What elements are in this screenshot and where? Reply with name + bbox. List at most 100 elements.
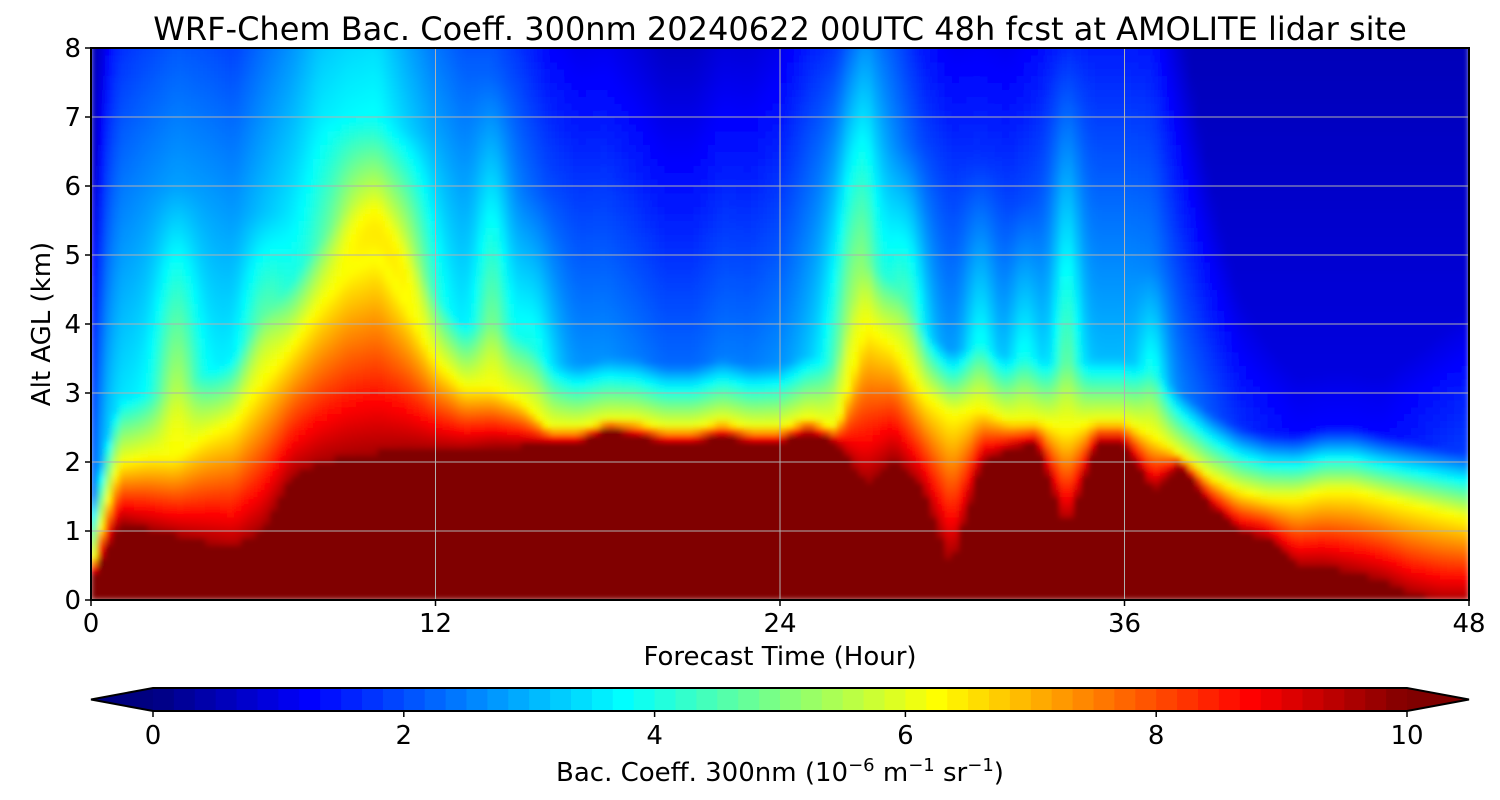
- heatmap-cell: [255, 406, 264, 415]
- heatmap-cell: [277, 530, 286, 539]
- heatmap-cell: [234, 496, 243, 504]
- heatmap-cell: [320, 378, 329, 387]
- heatmap-cell: [463, 206, 472, 215]
- heatmap-cell: [312, 399, 322, 408]
- heatmap-cell: [492, 475, 501, 484]
- heatmap-cell: [506, 364, 515, 373]
- heatmap-cell: [528, 226, 537, 235]
- heatmap-cell: [133, 447, 142, 456]
- heatmap-cell: [277, 116, 286, 125]
- heatmap-cell: [234, 420, 243, 428]
- heatmap-cell: [198, 226, 207, 235]
- heatmap-cell: [133, 399, 142, 408]
- heatmap-cell: [463, 88, 472, 97]
- heatmap-cell: [320, 530, 329, 539]
- heatmap-cell: [126, 378, 135, 387]
- heatmap-cell: [420, 137, 429, 146]
- heatmap-cell: [399, 309, 408, 318]
- heatmap-cell: [506, 151, 515, 159]
- heatmap-cell: [363, 116, 372, 125]
- heatmap-cell: [320, 433, 329, 442]
- heatmap-cell: [183, 123, 192, 132]
- heatmap-cell: [427, 54, 436, 63]
- heatmap-cell: [384, 440, 393, 449]
- heatmap-cell: [356, 95, 365, 104]
- heatmap-cell: [492, 95, 501, 104]
- heatmap-cell: [406, 558, 415, 566]
- heatmap-cell: [399, 171, 408, 180]
- heatmap-cell: [162, 302, 171, 311]
- heatmap-cell: [492, 406, 501, 415]
- heatmap-cell: [255, 275, 264, 284]
- heatmap-cell: [269, 399, 279, 408]
- heatmap-cell: [348, 95, 358, 104]
- heatmap-cell: [499, 247, 508, 256]
- heatmap-cell: [277, 461, 286, 470]
- heatmap-cell: [370, 206, 379, 215]
- heatmap-cell: [198, 137, 207, 146]
- heatmap-cell: [499, 330, 508, 339]
- heatmap-cell: [521, 220, 530, 228]
- heatmap-cell: [427, 254, 436, 263]
- heatmap-cell: [356, 82, 365, 90]
- heatmap-cell: [277, 427, 286, 435]
- heatmap-cell: [255, 544, 264, 553]
- heatmap-cell: [219, 433, 228, 442]
- heatmap-cell: [176, 48, 185, 56]
- heatmap-cell: [492, 151, 501, 159]
- heatmap-cell: [133, 192, 142, 201]
- heatmap-cell: [104, 385, 114, 394]
- heatmap-cell: [255, 123, 264, 132]
- heatmap-cell: [162, 316, 171, 325]
- heatmap-cell: [348, 385, 358, 394]
- heatmap-cell: [140, 316, 149, 325]
- heatmap-cell: [370, 475, 379, 484]
- heatmap-cell: [91, 344, 99, 353]
- heatmap-cell: [126, 482, 135, 491]
- heatmap-cell: [341, 537, 350, 546]
- heatmap-cell: [112, 454, 121, 463]
- heatmap-cell: [320, 364, 329, 373]
- heatmap-cell: [219, 530, 228, 539]
- heatmap-cell: [269, 275, 279, 284]
- heatmap-cell: [312, 220, 322, 228]
- heatmap-cell: [492, 330, 501, 339]
- heatmap-cell: [506, 523, 515, 532]
- heatmap-cell: [119, 54, 128, 63]
- heatmap-cell: [449, 48, 458, 56]
- heatmap-cell: [348, 289, 358, 297]
- heatmap-cell: [162, 268, 171, 277]
- heatmap-cell: [104, 454, 114, 463]
- heatmap-cell: [169, 144, 178, 152]
- heatmap-cell: [470, 240, 480, 249]
- heatmap-cell: [226, 523, 236, 532]
- heatmap-cell: [126, 578, 135, 587]
- heatmap-cell: [241, 364, 250, 373]
- heatmap-cell: [162, 178, 171, 187]
- heatmap-cell: [212, 351, 221, 359]
- heatmap-cell: [521, 144, 530, 152]
- heatmap-cell: [262, 371, 271, 380]
- heatmap-cell: [377, 54, 386, 63]
- heatmap-cell: [456, 192, 465, 201]
- heatmap-cell: [155, 406, 164, 415]
- heatmap-cell: [133, 592, 142, 600]
- heatmap-cell: [391, 95, 401, 104]
- heatmap-cell: [291, 399, 300, 408]
- heatmap-cell: [119, 178, 128, 187]
- heatmap-cell: [241, 282, 250, 290]
- heatmap-cell: [305, 489, 314, 497]
- heatmap-cell: [234, 330, 243, 339]
- heatmap-cell: [413, 364, 422, 373]
- heatmap-cell: [119, 309, 128, 318]
- heatmap-cell: [513, 571, 523, 580]
- heatmap-cell: [427, 385, 436, 394]
- heatmap-cell: [449, 199, 458, 208]
- heatmap-cell: [370, 88, 379, 97]
- heatmap-cell: [277, 268, 286, 277]
- heatmap-cell: [320, 509, 329, 518]
- heatmap-cell: [442, 282, 451, 290]
- heatmap-cell: [413, 157, 422, 166]
- heatmap-cell: [420, 351, 429, 359]
- heatmap-cell: [406, 316, 415, 325]
